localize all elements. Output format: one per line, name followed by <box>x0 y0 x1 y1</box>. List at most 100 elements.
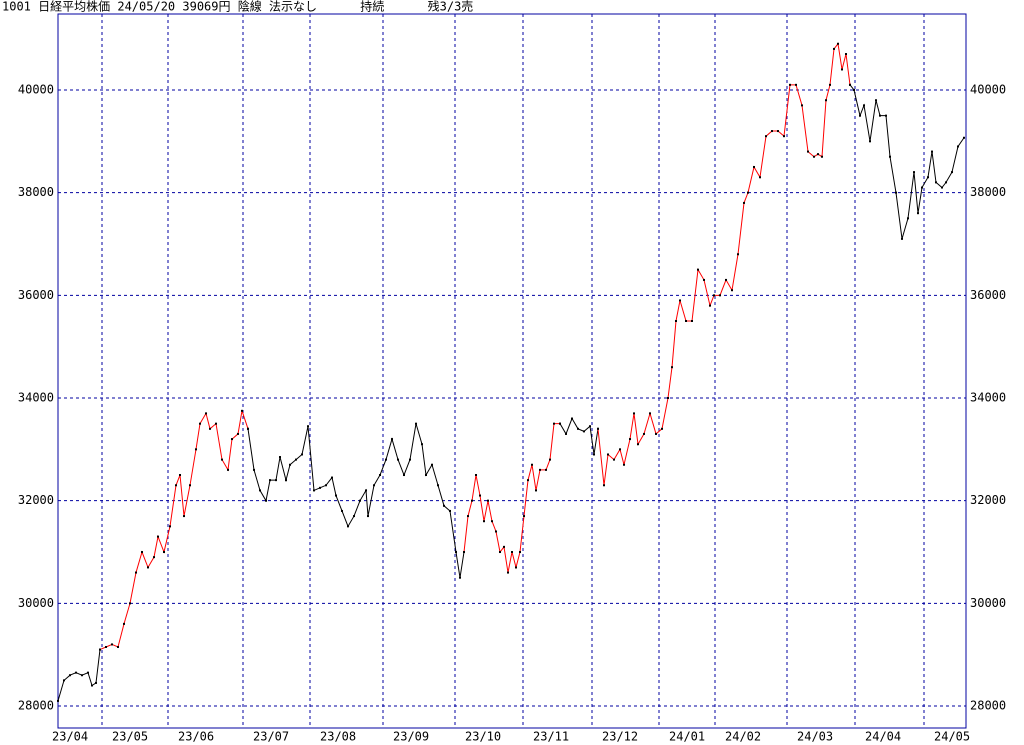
price-dot <box>603 484 605 487</box>
price-dot <box>437 484 439 487</box>
price-dot <box>483 520 485 523</box>
price-dot <box>391 438 393 441</box>
price-dot <box>307 425 309 428</box>
price-dot <box>515 566 517 569</box>
x-tick-label: 23/10 <box>465 730 501 744</box>
y-tick-label: 32000 <box>18 493 54 507</box>
price-dot <box>885 114 887 117</box>
price-dot <box>691 319 693 322</box>
price-dot <box>279 456 281 459</box>
price-dot <box>941 186 943 189</box>
price-dot <box>57 699 59 702</box>
price-dot <box>801 104 803 107</box>
price-dot <box>215 422 217 425</box>
price-dot <box>671 366 673 369</box>
price-dot <box>455 551 457 554</box>
price-dot <box>285 479 287 482</box>
x-tick-label: 24/05 <box>934 730 970 744</box>
price-dot <box>231 438 233 441</box>
price-dot <box>331 476 333 479</box>
price-dot <box>265 499 267 502</box>
price-dot <box>927 176 929 179</box>
price-dot <box>725 278 727 281</box>
price-dot <box>607 453 609 456</box>
price-dot <box>737 253 739 256</box>
price-dot <box>365 489 367 492</box>
price-dot <box>597 427 599 430</box>
price-dot <box>685 319 687 322</box>
price-dot <box>637 443 639 446</box>
y-tick-label: 28000 <box>18 699 54 713</box>
price-dot <box>129 602 131 605</box>
price-line <box>559 417 599 455</box>
price-dot <box>889 155 891 158</box>
price-dot <box>163 551 165 554</box>
price-dot <box>153 556 155 559</box>
y-tick-label: 34000 <box>18 391 54 405</box>
price-dot <box>431 463 433 466</box>
price-dot <box>87 671 89 674</box>
price-dot <box>633 412 635 415</box>
price-dot <box>875 99 877 102</box>
price-dot <box>319 486 321 489</box>
price-dot <box>467 515 469 518</box>
price-dot <box>183 515 185 518</box>
price-dot <box>643 432 645 435</box>
price-dot <box>935 181 937 184</box>
price-dot <box>907 217 909 220</box>
price-dot <box>539 468 541 471</box>
price-dot <box>259 489 261 492</box>
price-dot <box>499 551 501 554</box>
price-dot <box>765 135 767 138</box>
price-dot <box>771 130 773 133</box>
price-dot <box>111 643 113 646</box>
price-dot <box>353 515 355 518</box>
price-dot <box>879 114 881 117</box>
price-dot <box>829 83 831 86</box>
price-dot <box>117 645 119 648</box>
price-dot <box>821 155 823 158</box>
price-dot <box>593 453 595 456</box>
price-dot <box>613 458 615 461</box>
price-dot <box>347 525 349 528</box>
price-dot <box>849 83 851 86</box>
x-tick-label: 23/12 <box>602 730 638 744</box>
price-dot <box>373 484 375 487</box>
price-dot <box>209 427 211 430</box>
price-dot <box>813 155 815 158</box>
price-dot <box>783 135 785 138</box>
price-dot <box>789 83 791 86</box>
price-dot <box>359 499 361 502</box>
price-dot <box>449 509 451 512</box>
price-dot <box>487 499 489 502</box>
price-dot <box>553 422 555 425</box>
price-dot <box>519 551 521 554</box>
price-dot <box>913 171 915 174</box>
price-dot <box>169 525 171 528</box>
price-dot <box>719 294 721 297</box>
y-tick-label-right: 36000 <box>970 288 1006 302</box>
price-dot <box>545 468 547 471</box>
price-dot <box>91 684 93 687</box>
price-dot <box>511 551 513 554</box>
price-dot <box>619 448 621 451</box>
y-tick-label: 40000 <box>18 82 54 96</box>
price-dot <box>367 515 369 518</box>
price-dot <box>833 47 835 50</box>
price-dot <box>141 551 143 554</box>
price-dot <box>179 474 181 477</box>
price-dot <box>227 468 229 471</box>
x-tick-label: 24/01 <box>669 730 705 744</box>
price-dot <box>623 463 625 466</box>
price-dot <box>295 458 297 461</box>
price-dot <box>845 53 847 56</box>
price-dot <box>237 432 239 435</box>
price-dot <box>837 42 839 45</box>
price-dot <box>105 645 107 648</box>
y-tick-label: 38000 <box>18 185 54 199</box>
price-dot <box>221 458 223 461</box>
price-dot <box>549 458 551 461</box>
price-dot <box>495 530 497 533</box>
